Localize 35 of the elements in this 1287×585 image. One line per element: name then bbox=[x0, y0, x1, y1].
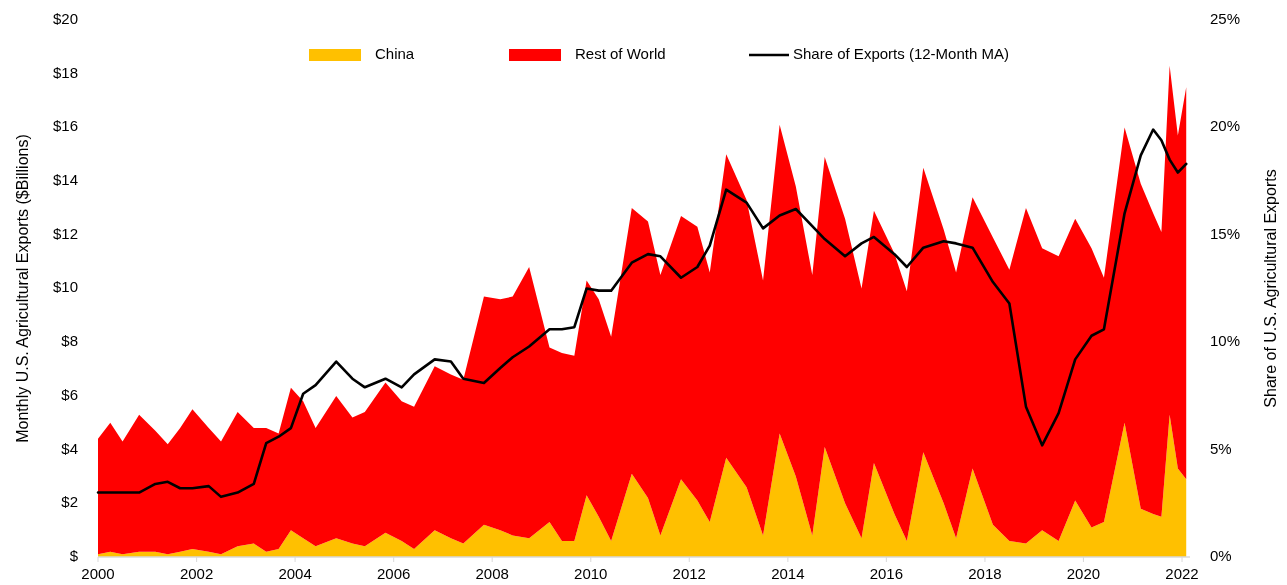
y-tick-label: $ bbox=[69, 546, 79, 564]
x-tick-label: 2002 bbox=[179, 565, 214, 582]
x-tick-label: 2004 bbox=[278, 565, 312, 582]
y2-axis-title: Share of U.S. Agricultural Exports bbox=[1262, 169, 1280, 408]
y2-tick-label: 20% bbox=[1210, 117, 1241, 135]
x-tick-label: 2006 bbox=[377, 565, 411, 582]
y-tick-label: $8 bbox=[61, 332, 78, 350]
x-tick-label: 2000 bbox=[81, 565, 115, 582]
y2-tick-label: 10% bbox=[1210, 332, 1241, 350]
x-tick-label: 2022 bbox=[1165, 565, 1199, 582]
y-tick-label: $6 bbox=[61, 385, 78, 403]
x-tick-label: 2014 bbox=[771, 565, 805, 582]
y2-tick-label: 25% bbox=[1210, 9, 1241, 27]
y2-tick-label: 5% bbox=[1210, 439, 1232, 457]
legend-label: Share of Exports (12-Month MA) bbox=[793, 44, 1009, 62]
y-tick-label: $14 bbox=[52, 171, 78, 189]
y-tick-label: $10 bbox=[52, 278, 78, 296]
x-tick-label: 2008 bbox=[475, 565, 509, 582]
y-tick-label: $20 bbox=[52, 9, 78, 27]
x-tick-label: 2010 bbox=[574, 565, 608, 582]
y-tick-label: $4 bbox=[61, 439, 78, 457]
legend-label: China bbox=[375, 44, 415, 62]
x-tick-label: 2016 bbox=[869, 565, 904, 582]
y2-tick-label: 0% bbox=[1210, 546, 1232, 564]
y-tick-label: $12 bbox=[52, 224, 78, 242]
x-tick-label: 2020 bbox=[1066, 565, 1101, 582]
x-tick-label: 2018 bbox=[968, 565, 1002, 582]
y-tick-label: $16 bbox=[52, 117, 78, 135]
line-series bbox=[96, 128, 1188, 499]
y2-tick-label: 15% bbox=[1210, 224, 1241, 242]
legend-label: Rest of World bbox=[575, 44, 666, 62]
y-tick-label: $18 bbox=[52, 63, 78, 81]
y-axis-title: Monthly U.S. Agricultural Exports ($Billions) bbox=[14, 134, 32, 443]
x-tick-label: 2012 bbox=[672, 565, 706, 582]
y-tick-label: $2 bbox=[61, 493, 78, 511]
